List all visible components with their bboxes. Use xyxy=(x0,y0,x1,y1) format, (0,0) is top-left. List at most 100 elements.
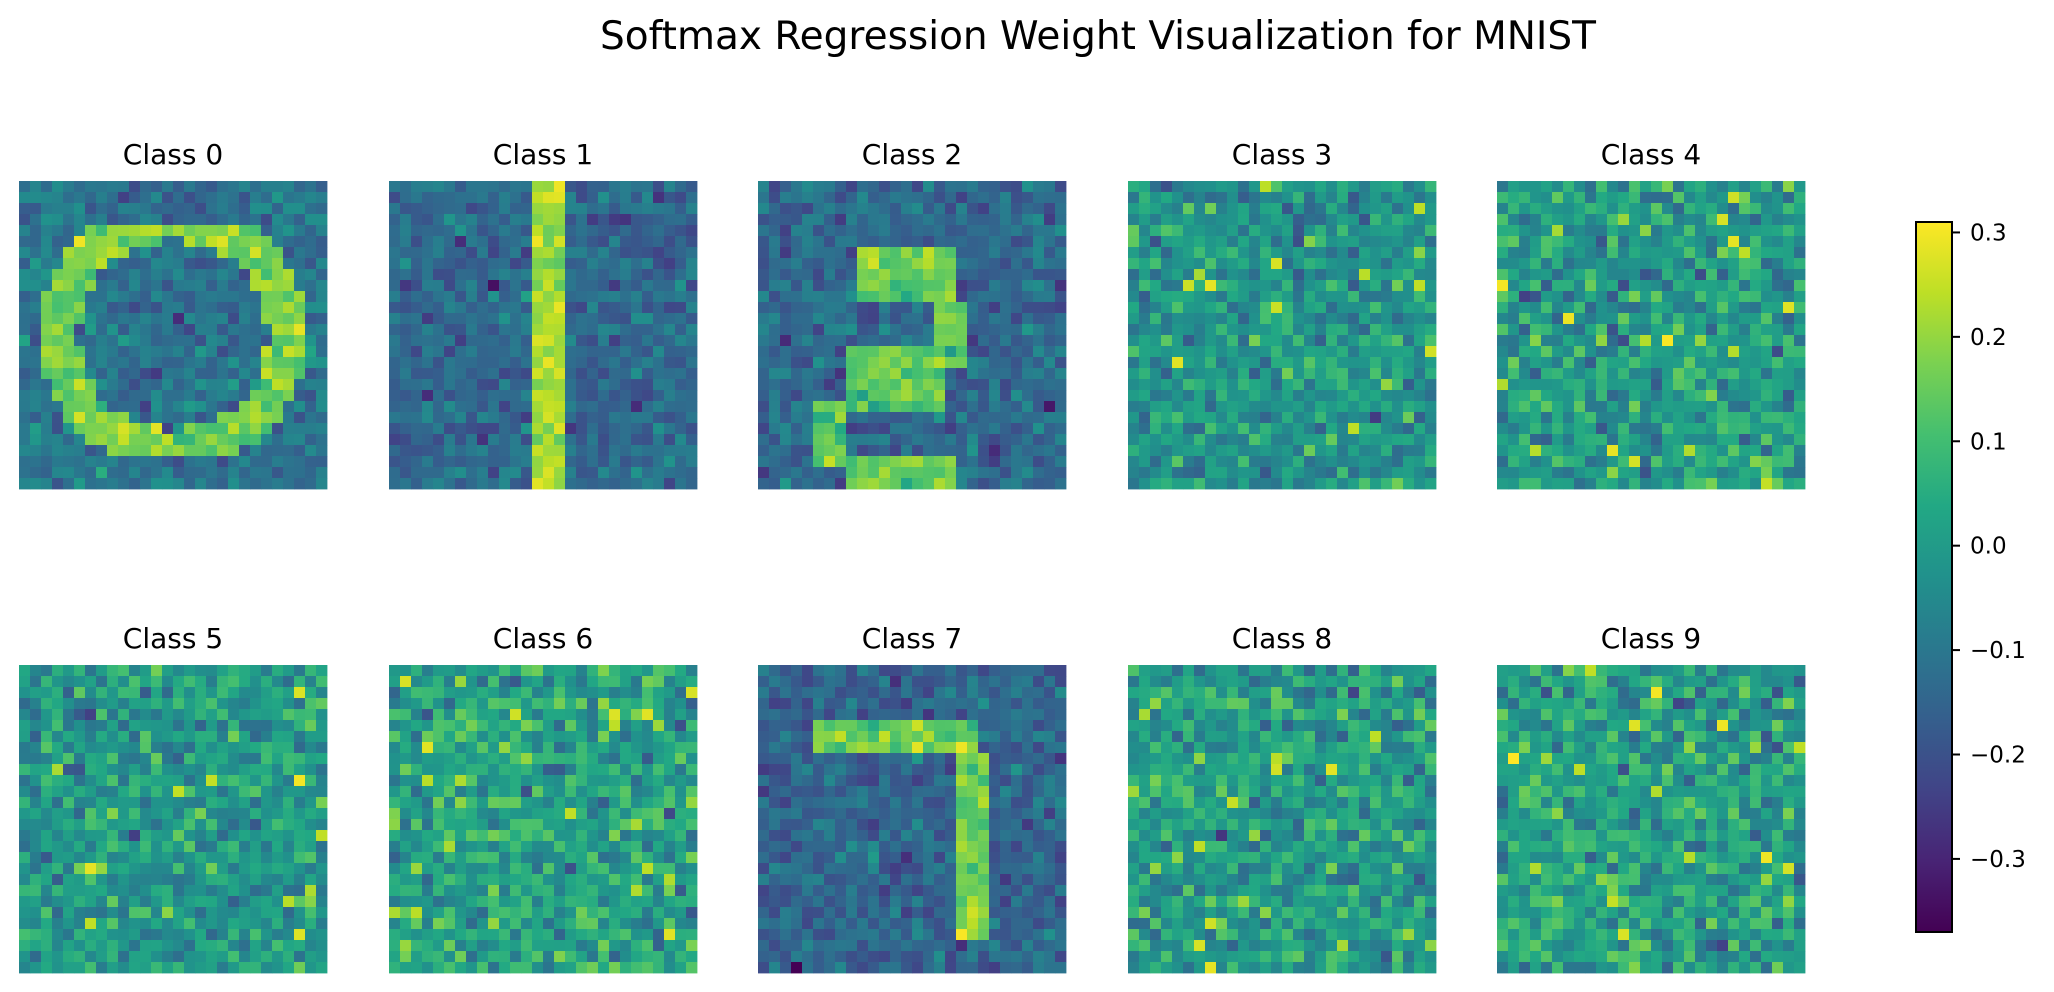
heatmap-cell xyxy=(1249,214,1261,226)
heatmap-cell xyxy=(294,808,306,820)
heatmap-cell xyxy=(195,863,207,875)
heatmap-cell xyxy=(1260,214,1272,226)
heatmap-cell xyxy=(74,896,86,908)
heatmap-cell xyxy=(901,434,913,446)
heatmap-cell xyxy=(664,731,676,743)
heatmap-cell xyxy=(107,423,119,435)
heatmap-cell xyxy=(96,445,108,457)
heatmap-cell xyxy=(85,335,97,347)
heatmap-cell xyxy=(151,753,163,765)
heatmap-cell xyxy=(653,203,665,215)
heatmap-cell xyxy=(1216,181,1228,193)
heatmap-cell xyxy=(1249,269,1261,281)
heatmap-cell xyxy=(19,819,31,831)
heatmap-cell xyxy=(664,291,676,303)
heatmap-cell xyxy=(1739,269,1751,281)
heatmap-cell xyxy=(389,291,401,303)
heatmap-cell xyxy=(488,401,500,413)
heatmap-cell xyxy=(1161,368,1173,380)
heatmap-cell xyxy=(1541,181,1553,193)
heatmap-cell xyxy=(1249,478,1261,490)
heatmap-cell xyxy=(389,764,401,776)
heatmap-cell xyxy=(1282,401,1294,413)
heatmap-cell xyxy=(868,390,880,402)
heatmap-cell xyxy=(1414,445,1426,457)
heatmap-cell xyxy=(239,456,251,468)
heatmap-cell xyxy=(1425,313,1437,325)
heatmap-cell xyxy=(923,324,935,336)
heatmap-cell xyxy=(1717,412,1729,424)
heatmap-cell xyxy=(140,830,152,842)
heatmap-cell xyxy=(96,291,108,303)
heatmap-cell xyxy=(228,467,240,479)
heatmap-cell xyxy=(1359,236,1371,248)
heatmap-cell xyxy=(1695,335,1707,347)
heatmap-cell xyxy=(609,346,621,358)
heatmap-cell xyxy=(162,929,174,941)
heatmap-cell xyxy=(769,225,781,237)
heatmap-cell xyxy=(1574,390,1586,402)
heatmap-cell xyxy=(107,478,119,490)
heatmap-cell xyxy=(945,445,957,457)
heatmap-cell xyxy=(294,962,306,974)
heatmap-cell xyxy=(217,907,229,919)
heatmap-cell xyxy=(316,731,328,743)
heatmap-cell xyxy=(967,368,979,380)
heatmap-cell xyxy=(1541,368,1553,380)
heatmap-cell xyxy=(1370,335,1382,347)
heatmap-cell xyxy=(151,962,163,974)
heatmap-cell xyxy=(1541,412,1553,424)
heatmap-cell xyxy=(1227,401,1239,413)
heatmap-cell xyxy=(1249,434,1261,446)
heatmap-cell xyxy=(879,214,891,226)
heatmap-cell xyxy=(217,423,229,435)
heatmap-cell xyxy=(1706,412,1718,424)
heatmap-cell xyxy=(433,467,445,479)
heatmap-cell xyxy=(195,698,207,710)
heatmap-cell xyxy=(477,280,489,292)
heatmap-cell xyxy=(184,962,196,974)
heatmap-cell xyxy=(989,203,1001,215)
heatmap-cell xyxy=(1552,247,1564,259)
heatmap-cell xyxy=(1128,478,1140,490)
heatmap-cell xyxy=(956,478,968,490)
heatmap-cell xyxy=(162,379,174,391)
heatmap-cell xyxy=(389,313,401,325)
heatmap-cell xyxy=(631,181,643,193)
heatmap-cell xyxy=(151,863,163,875)
heatmap-cell xyxy=(411,236,423,248)
heatmap-cell xyxy=(151,896,163,908)
heatmap-cell xyxy=(433,280,445,292)
heatmap-cell xyxy=(422,258,434,270)
heatmap-cell xyxy=(52,786,64,798)
heatmap-cell xyxy=(675,258,687,270)
heatmap-cell xyxy=(261,379,273,391)
heatmap-cell xyxy=(228,830,240,842)
heatmap-cell xyxy=(1783,379,1795,391)
heatmap-cell xyxy=(945,379,957,391)
heatmap-cell xyxy=(389,258,401,270)
heatmap-cell xyxy=(576,764,588,776)
heatmap-cell xyxy=(1497,313,1509,325)
heatmap-cell xyxy=(1293,412,1305,424)
heatmap-cell xyxy=(1662,456,1674,468)
heatmap-cell xyxy=(813,423,825,435)
heatmap-cell xyxy=(305,423,317,435)
heatmap-cell xyxy=(41,478,53,490)
heatmap-cell xyxy=(1150,379,1162,391)
heatmap-cell xyxy=(879,247,891,259)
heatmap-cell xyxy=(945,291,957,303)
heatmap-cell xyxy=(934,225,946,237)
heatmap-cell xyxy=(890,291,902,303)
heatmap-cell xyxy=(1508,258,1520,270)
heatmap-cell xyxy=(488,291,500,303)
heatmap-cell xyxy=(411,412,423,424)
heatmap-cell xyxy=(151,214,163,226)
heatmap-cell xyxy=(162,313,174,325)
heatmap-cell xyxy=(664,258,676,270)
heatmap-cell xyxy=(272,665,284,677)
heatmap-cell xyxy=(1519,236,1531,248)
heatmap-cell xyxy=(576,665,588,677)
heatmap-cell xyxy=(272,423,284,435)
heatmap-cell xyxy=(239,401,251,413)
